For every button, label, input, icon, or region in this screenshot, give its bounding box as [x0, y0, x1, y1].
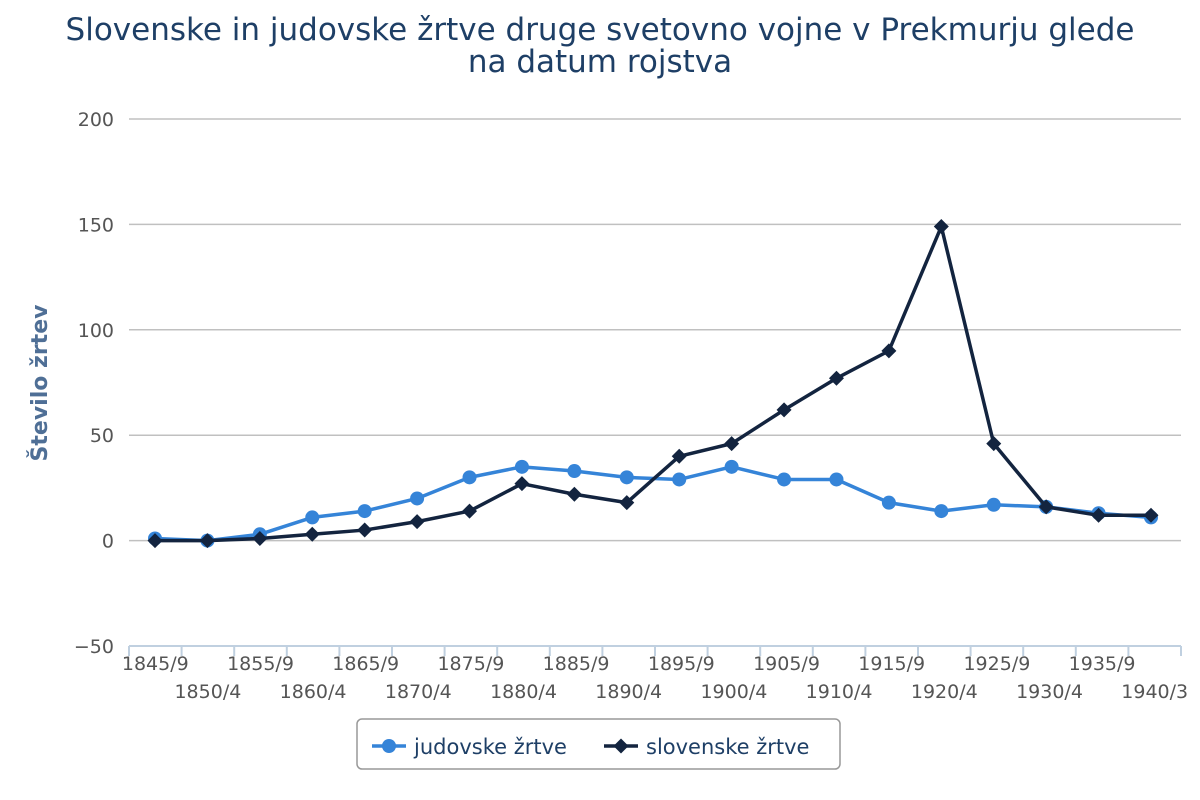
chart-title-line: Slovenske in judovske žrtve druge svetov…: [66, 12, 1135, 48]
data-point[interactable]: [514, 459, 529, 474]
x-tick-label: 1930/4: [1016, 681, 1083, 703]
data-point[interactable]: [933, 219, 949, 235]
data-point[interactable]: [777, 472, 792, 487]
data-point[interactable]: [986, 497, 1001, 512]
y-tick-label: 100: [78, 320, 114, 342]
x-tick-labels: 1845/9 1850/4 1855/9 1860/4 1865/9 1870/4 1875…: [122, 653, 1188, 703]
data-point[interactable]: [881, 495, 896, 510]
data-point[interactable]: [147, 533, 163, 549]
x-tick-label: 1845/9: [122, 653, 189, 675]
x-tick-label: 1890/4: [595, 681, 662, 703]
data-point[interactable]: [566, 486, 582, 502]
data-point[interactable]: [357, 522, 373, 538]
legend-label: judovske žrtve: [413, 735, 567, 759]
data-point[interactable]: [252, 530, 268, 546]
x-tick-label: 1925/9: [963, 653, 1030, 675]
x-tick-label: 1915/9: [858, 653, 925, 675]
data-point[interactable]: [304, 526, 320, 542]
gridlines: [129, 118, 1181, 647]
data-point[interactable]: [671, 448, 687, 464]
y-tick-label: 0: [102, 531, 114, 553]
x-tick-label: 1900/4: [700, 681, 767, 703]
x-tick-label: 1860/4: [280, 681, 347, 703]
chart-title-line: na datum rojstva: [468, 44, 732, 80]
y-axis-label: Število žrtev: [27, 304, 53, 462]
y-tick-label: 50: [90, 425, 114, 447]
x-tick-label: 1875/9: [437, 653, 504, 675]
data-point[interactable]: [986, 436, 1002, 452]
data-point[interactable]: [828, 370, 844, 386]
legend-marker: [613, 738, 629, 754]
data-point[interactable]: [305, 510, 320, 525]
data-point[interactable]: [619, 495, 635, 511]
x-tick-label: 1885/9: [543, 653, 610, 675]
data-point[interactable]: [199, 533, 215, 549]
data-point[interactable]: [462, 470, 477, 485]
data-point[interactable]: [1143, 507, 1159, 523]
x-tick-label: 1855/9: [227, 653, 294, 675]
data-point[interactable]: [357, 504, 372, 519]
x-axis: [128, 645, 1182, 656]
series: [147, 219, 1159, 549]
data-point[interactable]: [1038, 499, 1054, 515]
x-tick-label: 1935/9: [1069, 653, 1136, 675]
legend-label: slovenske žrtve: [646, 735, 809, 759]
legend[interactable]: judovske žrtve slovenske žrtve: [356, 718, 841, 770]
x-tick-label: 1940/3: [1121, 681, 1188, 703]
y-tick-label: 200: [78, 109, 114, 131]
data-point[interactable]: [829, 472, 844, 487]
x-tick-label: 1910/4: [806, 681, 873, 703]
x-tick-label: 1870/4: [385, 681, 452, 703]
y-tick-label: −50: [74, 636, 114, 658]
x-tick-label: 1850/4: [174, 681, 241, 703]
series-line: [155, 224, 1151, 543]
series-slovenske: [147, 219, 1159, 549]
y-tick-labels: 200 150 100 50 0 −50: [74, 109, 114, 658]
data-point[interactable]: [619, 470, 634, 485]
data-point[interactable]: [881, 343, 897, 359]
legend-item-slovenske[interactable]: slovenske žrtve: [604, 735, 809, 759]
data-point[interactable]: [514, 476, 530, 492]
data-point[interactable]: [672, 472, 687, 487]
x-tick-label: 1880/4: [490, 681, 557, 703]
data-point[interactable]: [410, 491, 425, 506]
x-tick-label: 1920/4: [911, 681, 978, 703]
data-point[interactable]: [462, 503, 478, 519]
data-point[interactable]: [724, 459, 739, 474]
x-tick-label: 1905/9: [753, 653, 820, 675]
data-point[interactable]: [724, 436, 740, 452]
data-point[interactable]: [567, 464, 582, 479]
data-point[interactable]: [776, 402, 792, 418]
legend-box: [356, 718, 841, 770]
data-point[interactable]: [934, 504, 949, 519]
legend-marker: [382, 739, 396, 753]
data-point[interactable]: [409, 514, 425, 530]
data-point[interactable]: [1091, 507, 1107, 523]
x-tick-label: 1895/9: [648, 653, 715, 675]
legend-item-judovske[interactable]: judovske žrtve: [372, 735, 567, 759]
y-tick-label: 150: [78, 214, 114, 236]
x-tick-label: 1865/9: [332, 653, 399, 675]
chart-title: Slovenske in judovske žrtve druge svetov…: [66, 12, 1135, 80]
